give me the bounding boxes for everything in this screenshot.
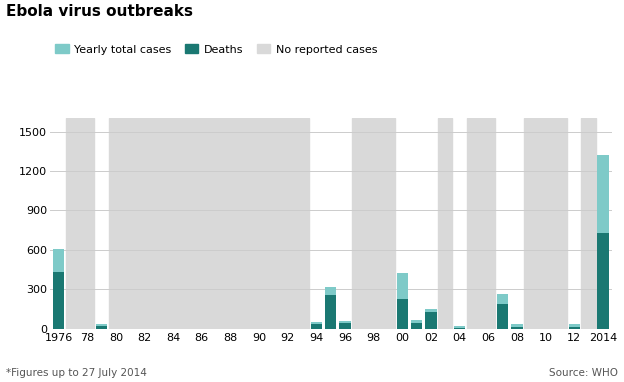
- Bar: [511, 327, 523, 329]
- Bar: [524, 118, 567, 329]
- Text: Source: WHO: Source: WHO: [548, 368, 618, 378]
- Bar: [568, 327, 580, 329]
- Bar: [411, 323, 422, 329]
- Bar: [311, 324, 322, 329]
- Bar: [325, 287, 336, 329]
- Bar: [426, 309, 437, 329]
- Bar: [467, 118, 495, 329]
- Text: Ebola virus outbreaks: Ebola virus outbreaks: [6, 4, 193, 19]
- Bar: [454, 326, 466, 329]
- Bar: [397, 273, 408, 329]
- Bar: [109, 118, 310, 329]
- Bar: [497, 294, 509, 329]
- Bar: [438, 118, 452, 329]
- Bar: [53, 249, 64, 329]
- Bar: [339, 320, 351, 329]
- Bar: [53, 272, 64, 329]
- Bar: [597, 233, 608, 329]
- Bar: [352, 118, 395, 329]
- Bar: [454, 328, 466, 329]
- Bar: [95, 324, 107, 329]
- Bar: [582, 118, 596, 329]
- Bar: [66, 118, 94, 329]
- Bar: [597, 155, 608, 329]
- Bar: [397, 299, 408, 329]
- Bar: [311, 322, 322, 329]
- Bar: [339, 323, 351, 329]
- Legend: Yearly total cases, Deaths, No reported cases: Yearly total cases, Deaths, No reported …: [56, 44, 377, 55]
- Text: *Figures up to 27 July 2014: *Figures up to 27 July 2014: [6, 368, 147, 378]
- Bar: [426, 312, 437, 329]
- Bar: [95, 325, 107, 329]
- Bar: [568, 324, 580, 329]
- Bar: [411, 320, 422, 329]
- Bar: [511, 324, 523, 329]
- Bar: [497, 304, 509, 329]
- Bar: [325, 295, 336, 329]
